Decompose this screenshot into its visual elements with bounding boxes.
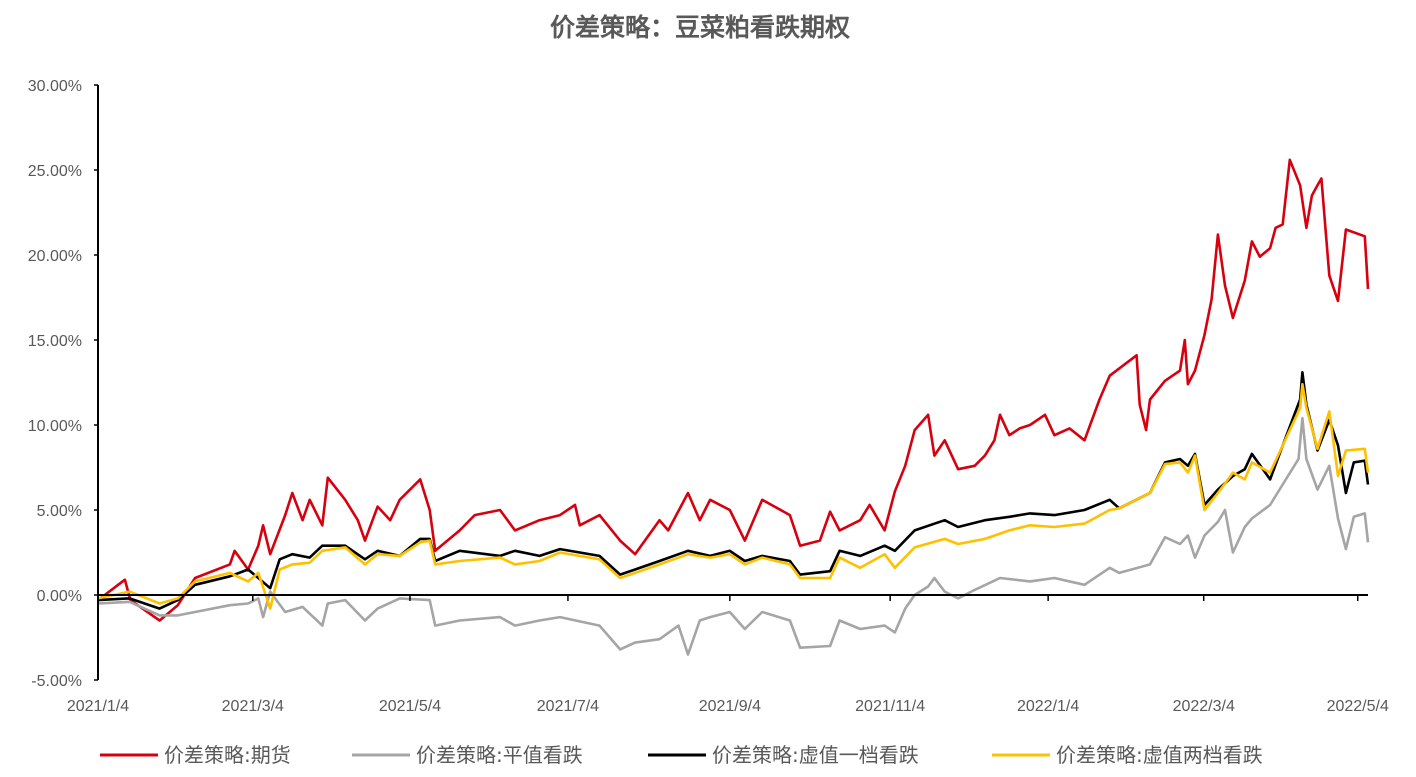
x-tick-label: 2022/1/4: [1017, 698, 1079, 715]
series-line-3: [97, 382, 1370, 610]
legend-label: 价差策略:期货: [164, 743, 291, 767]
x-tick-label: 2021/9/4: [699, 698, 761, 715]
legend-item: 价差策略:平值看跌: [352, 743, 583, 767]
series-line-1: [97, 416, 1370, 656]
chart-title: 价差策略：豆菜粕看跌期权: [550, 13, 850, 42]
y-tick-label: 30.00%: [28, 78, 82, 95]
axes-layer: -5.00% 0.00% 5.00% 10.00% 15.00% 20.00% 25.00%…: [28, 78, 1389, 715]
y-tick-label: 10.00%: [28, 418, 82, 435]
y-tick-label: 0.00%: [37, 588, 82, 605]
x-tick-label: 2021/11/4: [855, 698, 925, 715]
x-tick-label: 2021/7/4: [537, 698, 599, 715]
legend-label: 价差策略:平值看跌: [416, 743, 583, 767]
y-tick-label: 5.00%: [37, 503, 82, 520]
x-tick-label: 2021/3/4: [222, 698, 284, 715]
x-tick-label: 2021/5/4: [379, 698, 441, 715]
series-layer: [97, 158, 1370, 656]
legend-label: 价差策略:虚值两档看跌: [1056, 743, 1263, 767]
legend-label: 价差策略:虚值一档看跌: [712, 743, 919, 767]
series-line-2: [97, 371, 1370, 610]
legend-item: 价差策略:期货: [100, 743, 291, 767]
series-line-0: [97, 158, 1370, 622]
legend-item: 价差策略:虚值一档看跌: [648, 743, 919, 767]
x-tick-label: 2021/1/4: [67, 698, 129, 715]
legend: 价差策略:期货 价差策略:平值看跌 价差策略:虚值一档看跌 价差策略:虚值两档看跌: [100, 743, 1263, 767]
x-tick-label: 2022/3/4: [1173, 698, 1235, 715]
y-tick-label: 15.00%: [28, 333, 82, 350]
legend-item: 价差策略:虚值两档看跌: [992, 743, 1263, 767]
x-tick-label: 2022/5/4: [1327, 698, 1389, 715]
y-tick-label: 25.00%: [28, 163, 82, 180]
y-tick-label: -5.00%: [31, 673, 82, 690]
y-tick-label: 20.00%: [28, 248, 82, 265]
